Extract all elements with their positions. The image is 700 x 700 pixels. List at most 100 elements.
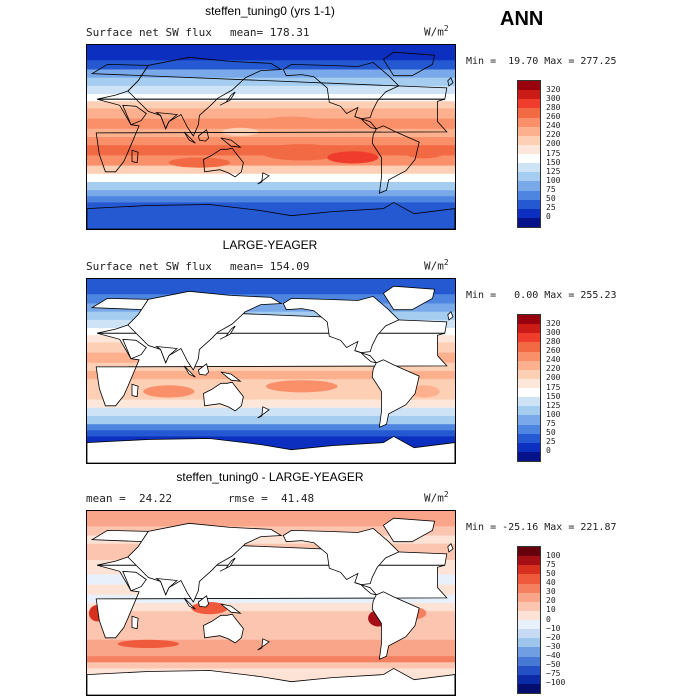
colorbar-tick-label: 25: [546, 203, 556, 213]
panel-3-title: steffen_tuning0 - LARGE-YEAGER: [176, 470, 364, 484]
coastline: [203, 381, 244, 412]
coastline: [131, 149, 139, 164]
field-band: [87, 108, 455, 120]
coastline: [354, 116, 378, 130]
colorbar-cell: [518, 547, 540, 557]
field-band: [87, 416, 455, 425]
field-band: [87, 45, 455, 61]
colorbar-cell: [518, 433, 540, 443]
coastline: [282, 295, 400, 354]
colorbar-tick-label: 300: [546, 93, 561, 103]
field-band: [87, 603, 455, 612]
panel-1-coastlines: [87, 51, 455, 229]
colorbar-tick-label: 0: [546, 212, 551, 222]
colorbar-tick-label: 200: [546, 373, 561, 383]
field-band: [87, 101, 455, 109]
field-band: [87, 190, 455, 197]
colorbar-tick-label: 75: [546, 185, 556, 194]
coastline: [257, 406, 270, 419]
colorbar-tick-label: 240: [546, 355, 561, 365]
panel-1-field: [87, 45, 455, 229]
coastline: [155, 345, 178, 364]
colorbar-cell: [518, 665, 540, 675]
colorbar-tick-label: 40: [546, 578, 556, 587]
colorbar-tick-label: 320: [546, 84, 561, 94]
field-band: [87, 196, 455, 203]
panel-3-mean: mean = 24.22: [86, 492, 173, 505]
field-band: [87, 430, 455, 437]
coastline: [257, 638, 270, 651]
coastline: [183, 597, 196, 610]
colorbar-cell: [518, 415, 540, 425]
colorbar-tick-label: 260: [546, 346, 561, 355]
colorbar-cell: [518, 190, 540, 200]
colorbar-cell: [518, 424, 540, 434]
coastline: [371, 591, 420, 660]
colorbar-tick-label: 50: [546, 568, 556, 578]
panel-3-units: W/m2: [424, 490, 449, 505]
panel-3-rmse: rmse = 41.48: [228, 492, 315, 505]
colorbar-cell: [518, 388, 540, 398]
field-anomaly: [260, 116, 323, 127]
colorbar-tick-label: 10: [546, 605, 556, 615]
coastline: [183, 365, 196, 378]
colorbar-cell: [518, 199, 540, 209]
coastline: [155, 577, 178, 596]
colorbar-cell: [518, 674, 540, 684]
coastline: [203, 147, 244, 178]
field-anomaly: [265, 380, 338, 393]
colorbar-tick-label: 125: [546, 400, 561, 410]
coastline: [219, 325, 236, 340]
colorbar-tick-label: 75: [546, 419, 556, 428]
colorbar-tick-label: 300: [546, 327, 561, 337]
field-band: [87, 407, 455, 417]
coastline: [371, 359, 420, 428]
field-band: [87, 128, 455, 138]
panel-2-minmax: Min = 0.00 Max = 255.23: [466, 290, 617, 301]
panel-1-colorbar: [517, 80, 541, 228]
colorbar-cell: [518, 656, 540, 666]
panel-2-map: [86, 278, 456, 464]
field-band: [87, 155, 455, 167]
field-band: [87, 182, 455, 191]
colorbar-tick-label: 280: [546, 336, 561, 346]
coastline: [183, 131, 196, 144]
field-band: [87, 69, 455, 79]
field-anomaly: [191, 602, 229, 615]
season-label: ANN: [500, 8, 544, 30]
colorbar-cell: [518, 360, 540, 370]
coastline: [197, 595, 210, 608]
field-band: [87, 60, 455, 71]
field-band: [87, 85, 455, 95]
field-band: [87, 94, 455, 102]
field-anomaly: [117, 639, 179, 648]
colorbar-cell: [518, 647, 540, 657]
colorbar-tick-label: 125: [546, 166, 561, 176]
colorbar-cell: [518, 556, 540, 566]
colorbar-tick-label: 150: [546, 157, 561, 167]
colorbar-cell: [518, 620, 540, 630]
field-anomaly: [221, 127, 259, 136]
panel-1-colorbar-labels: 320 300 280 260 240 220 200 175 150 125 100 75 50 25 0: [546, 80, 576, 226]
colorbar-cell: [518, 592, 540, 602]
panel-1-map: [86, 44, 456, 230]
colorbar-tick-label: −40: [546, 651, 561, 660]
coastline: [257, 172, 270, 185]
coastline: [220, 137, 242, 148]
colorbar-cell: [518, 601, 540, 611]
colorbar-cell: [518, 369, 540, 379]
coastline: [220, 371, 242, 382]
colorbar-cell: [518, 172, 540, 182]
colorbar-tick-label: 100: [546, 175, 561, 185]
field-band: [87, 424, 455, 431]
field-anomaly: [327, 151, 379, 164]
colorbar-cell: [518, 81, 540, 91]
colorbar-cell: [518, 163, 540, 173]
colorbar-cell: [518, 108, 540, 118]
colorbar-tick-label: 50: [546, 194, 556, 204]
colorbar-tick-label: 150: [546, 391, 561, 401]
colorbar-tick-label: 75: [546, 559, 556, 569]
coastline: [87, 667, 455, 695]
colorbar-cell: [518, 144, 540, 154]
colorbar-cell: [518, 342, 540, 352]
